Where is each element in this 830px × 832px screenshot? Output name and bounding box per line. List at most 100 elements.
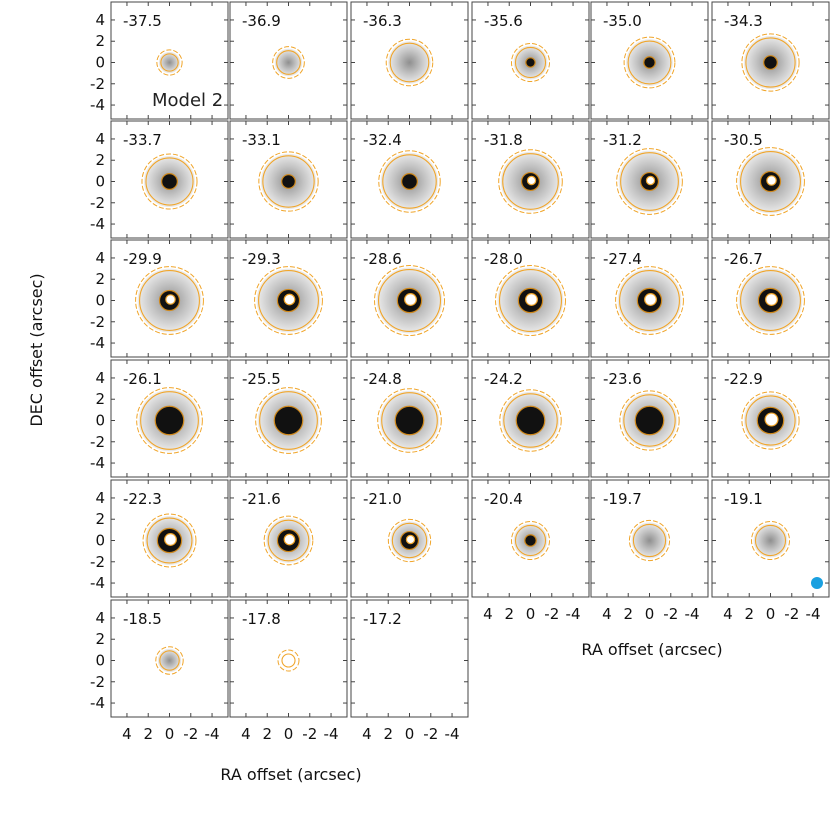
panel-frame bbox=[471, 359, 590, 478]
channel-panel: -29.9 bbox=[110, 239, 229, 358]
contour-inner bbox=[140, 391, 199, 450]
y-tick-label: -2 bbox=[90, 553, 105, 571]
contour-inner bbox=[381, 392, 438, 449]
x-axis-title-bottom: RA offset (arcsec) bbox=[220, 765, 361, 784]
velocity-label: -25.5 bbox=[242, 370, 281, 388]
contour-inner bbox=[281, 653, 296, 668]
contour-inner bbox=[382, 154, 437, 209]
x-tick-label: 2 bbox=[262, 725, 272, 743]
x-tick-label: 2 bbox=[504, 605, 514, 623]
x-tick-label: 2 bbox=[383, 725, 393, 743]
channel-panel: -31.2 bbox=[590, 120, 709, 239]
y-tick-label: 2 bbox=[95, 151, 105, 169]
contour-outer bbox=[499, 389, 562, 452]
contour-inner bbox=[259, 391, 318, 450]
x-tick-label: 2 bbox=[623, 605, 633, 623]
contour-inner bbox=[389, 42, 430, 83]
velocity-label: -37.5 bbox=[123, 12, 162, 30]
contour-outer bbox=[374, 265, 445, 336]
core-hollow bbox=[405, 534, 416, 545]
x-tick-label: 4 bbox=[241, 725, 251, 743]
contour-outer bbox=[258, 151, 319, 212]
contour-inner bbox=[754, 524, 787, 557]
channel-panel: -22.3 bbox=[110, 479, 229, 598]
contour-inner bbox=[139, 270, 200, 331]
y-tick-label: 4 bbox=[95, 609, 105, 627]
x-tick-label: -2 bbox=[302, 725, 317, 743]
contour-inner bbox=[619, 270, 680, 331]
velocity-label: -19.1 bbox=[724, 490, 763, 508]
x-tick-label: 4 bbox=[602, 605, 612, 623]
velocity-label: -36.3 bbox=[363, 12, 402, 30]
y-tick-label: -4 bbox=[90, 334, 105, 352]
contour-inner bbox=[267, 519, 310, 562]
contour-inner bbox=[502, 153, 559, 210]
contour-outer bbox=[510, 520, 551, 561]
core-hollow bbox=[764, 412, 779, 427]
y-tick-label: 2 bbox=[95, 510, 105, 528]
x-tick-label: 0 bbox=[526, 605, 536, 623]
contour-inner bbox=[503, 393, 558, 448]
y-tick-label: 2 bbox=[95, 390, 105, 408]
y-tick-label: -2 bbox=[90, 75, 105, 93]
x-tick-label: -2 bbox=[784, 605, 799, 623]
contour-outer bbox=[623, 36, 676, 89]
x-tick-label: -2 bbox=[663, 605, 678, 623]
velocity-label: -32.4 bbox=[363, 131, 402, 149]
velocity-label: -23.6 bbox=[603, 370, 642, 388]
contour-outer bbox=[741, 391, 800, 450]
channel-panel: -25.5 bbox=[229, 359, 348, 478]
core-hollow bbox=[525, 293, 538, 306]
velocity-label: -35.6 bbox=[484, 12, 523, 30]
velocity-label: -28.6 bbox=[363, 250, 402, 268]
channel-panel: -34.3 bbox=[711, 1, 830, 120]
y-tick-label: 0 bbox=[95, 173, 105, 191]
y-tick-label: 2 bbox=[95, 270, 105, 288]
emission-halo bbox=[157, 648, 182, 673]
contour-inner bbox=[159, 650, 180, 671]
y-tick-label: 0 bbox=[95, 652, 105, 670]
contour-inner bbox=[146, 517, 193, 564]
contour-inner bbox=[498, 268, 563, 333]
x-tick-label: 4 bbox=[362, 725, 372, 743]
channel-panel: -36.9 bbox=[229, 1, 348, 120]
velocity-label: -29.9 bbox=[123, 250, 162, 268]
contour-outer bbox=[277, 649, 300, 672]
channel-panel: -24.2 bbox=[471, 359, 590, 478]
beam-marker bbox=[811, 577, 823, 589]
core-hollow bbox=[765, 293, 778, 306]
x-tick-label: -4 bbox=[324, 725, 339, 743]
y-tick-label: 0 bbox=[95, 292, 105, 310]
contour-outer bbox=[155, 646, 184, 675]
emission-core bbox=[154, 405, 185, 436]
channel-panel: -35.6 bbox=[471, 1, 590, 120]
emission-halo bbox=[274, 48, 303, 77]
contour-inner bbox=[620, 152, 679, 211]
contour-outer bbox=[736, 266, 805, 335]
y-tick-label: -2 bbox=[90, 313, 105, 331]
velocity-label: -18.5 bbox=[123, 610, 162, 628]
contour-outer bbox=[628, 519, 671, 562]
channel-panel: -17.8 bbox=[229, 599, 348, 718]
contour-outer bbox=[750, 520, 791, 561]
core-hollow bbox=[644, 293, 657, 306]
core-hollow bbox=[766, 175, 777, 186]
velocity-label: -34.3 bbox=[724, 12, 763, 30]
contour-inner bbox=[745, 395, 796, 446]
contour-outer bbox=[741, 33, 800, 92]
contour-inner bbox=[627, 40, 672, 85]
y-tick-label: 0 bbox=[95, 532, 105, 550]
y-tick-label: -4 bbox=[90, 574, 105, 592]
y-tick-label: 0 bbox=[95, 54, 105, 72]
contour-outer bbox=[736, 147, 805, 216]
velocity-label: -20.4 bbox=[484, 490, 523, 508]
velocity-label: -24.8 bbox=[363, 370, 402, 388]
y-tick-label: -4 bbox=[90, 96, 105, 114]
channel-panel: -32.4 bbox=[350, 120, 469, 239]
contour-outer bbox=[387, 518, 432, 563]
velocity-label: -17.2 bbox=[363, 610, 402, 628]
emission-core bbox=[273, 405, 304, 436]
contour-outer bbox=[254, 266, 323, 335]
y-tick-label: 0 bbox=[95, 412, 105, 430]
contour-inner bbox=[740, 151, 801, 212]
